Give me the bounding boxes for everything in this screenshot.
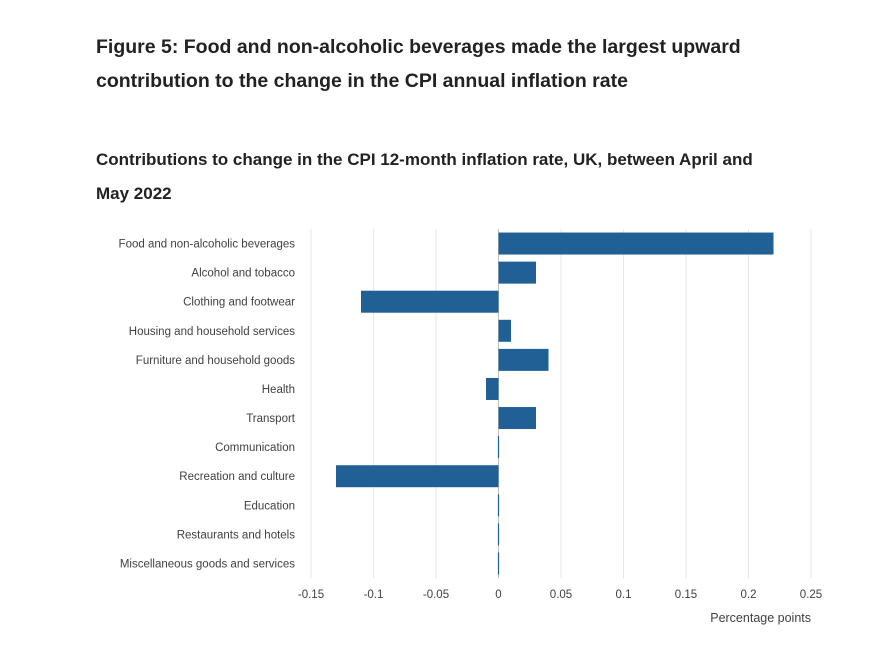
bar [497, 436, 500, 459]
category-label: Communication [215, 442, 295, 454]
bar [498, 319, 511, 342]
category-label: Food and non-alcoholic beverages [119, 239, 296, 251]
x-tick-label: -0.05 [423, 589, 449, 601]
category-label: Clothing and footwear [183, 297, 295, 309]
bar [498, 407, 536, 430]
bars [336, 232, 774, 575]
category-label: Furniture and household goods [136, 355, 295, 367]
category-label: Housing and household services [129, 326, 295, 338]
x-tick-label: 0.1 [616, 589, 632, 601]
bar [497, 552, 500, 575]
category-labels: Food and non-alcoholic beverages Alcohol … [119, 239, 296, 571]
bar [361, 290, 499, 313]
category-label: Transport [246, 413, 296, 425]
x-tick-label: 0.15 [675, 589, 697, 601]
bar [336, 465, 499, 488]
x-tick-label: 0.2 [741, 589, 757, 601]
bar [498, 261, 536, 284]
chart-title: Figure 5: Food and non-alcoholic beverag… [96, 36, 741, 92]
x-tick-label: -0.1 [364, 589, 384, 601]
chart-subtitle: Contributions to change in the CPI 12-mo… [96, 150, 753, 203]
x-axis-title: Percentage points [710, 611, 811, 625]
x-tick-label: -0.15 [298, 589, 324, 601]
category-label: Alcohol and tobacco [191, 268, 295, 280]
bar [497, 523, 500, 546]
bar [498, 348, 549, 371]
x-tick-label: 0.25 [800, 589, 822, 601]
bar [498, 232, 774, 255]
x-tick-label: 0 [495, 589, 501, 601]
category-label: Miscellaneous goods and services [120, 558, 295, 570]
bar [486, 377, 499, 400]
category-label: Health [262, 384, 295, 396]
bar [497, 494, 500, 517]
category-label: Recreation and culture [179, 471, 295, 483]
x-tick-labels: -0.15 -0.1 -0.05 0 0.05 0.1 0.15 0.2 0.25 [298, 589, 822, 601]
category-label: Restaurants and hotels [177, 529, 296, 541]
gridlines [310, 229, 812, 578]
category-label: Education [244, 500, 295, 512]
x-tick-label: 0.05 [550, 589, 572, 601]
